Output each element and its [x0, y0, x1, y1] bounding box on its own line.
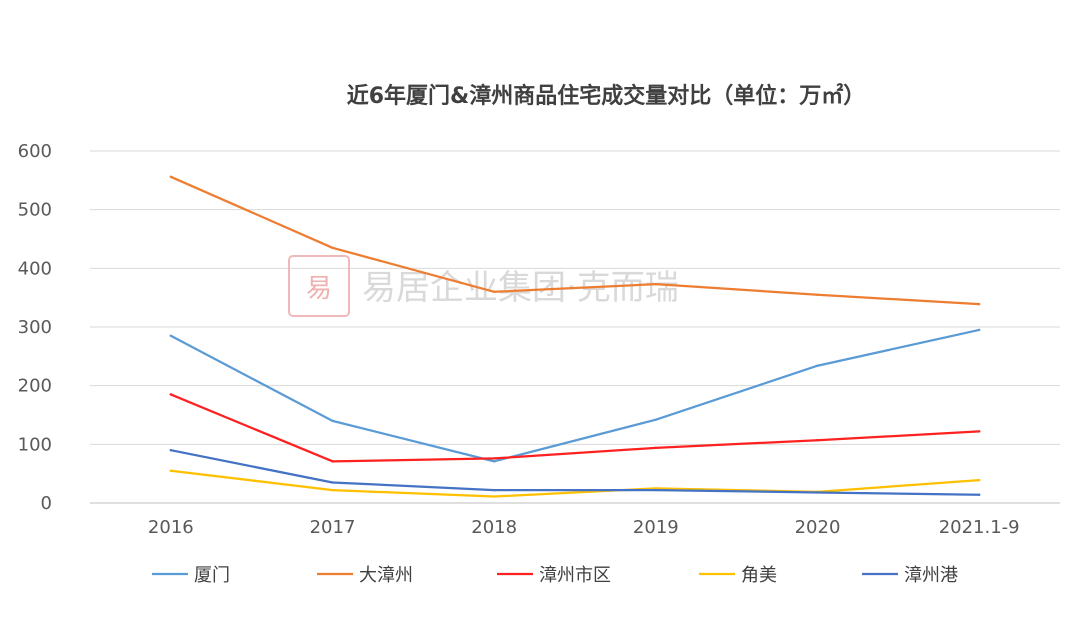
data-point: [331, 488, 334, 492]
data-point: [492, 460, 496, 463]
y-tick-label: 300: [18, 317, 52, 338]
series-line-0: [169, 328, 981, 463]
series-lines: [169, 175, 981, 498]
data-point: [977, 478, 981, 482]
x-tick-label: 2020: [795, 517, 841, 538]
series-line-4: [169, 449, 981, 496]
x-axis: 2016 2017 2018 2019 2020 2021.1-9: [148, 517, 1020, 538]
x-tick-label: 2018: [471, 517, 517, 538]
data-point: [977, 328, 981, 332]
data-point: [169, 334, 173, 337]
data-point: [331, 246, 334, 249]
y-tick-label: 100: [18, 434, 52, 455]
data-point: [169, 175, 173, 179]
data-point: [977, 430, 981, 433]
y-tick-label: 500: [18, 200, 52, 221]
y-axis: 0 100 200 300 400 500 600: [18, 141, 52, 514]
data-point: [169, 393, 173, 396]
series-line-3: [169, 469, 981, 498]
y-tick-label: 400: [18, 258, 52, 279]
data-point: [816, 364, 819, 367]
data-point: [169, 449, 173, 452]
x-tick-label: 2016: [148, 517, 194, 538]
series-line-2: [169, 393, 981, 463]
data-point: [331, 460, 334, 463]
watermark-seal-glyph: 易: [306, 274, 332, 304]
x-tick-label: 2019: [633, 517, 679, 538]
y-tick-label: 0: [41, 493, 52, 514]
legend: 厦门 大漳州 漳州市区 角美 漳州港: [152, 565, 958, 586]
data-point: [492, 495, 496, 498]
legend-label: 大漳州: [359, 565, 413, 586]
data-point: [654, 418, 658, 421]
watermark-text: 易居企业集团·克而瑞: [362, 268, 679, 308]
data-point: [654, 488, 658, 492]
data-point: [331, 419, 334, 423]
data-point: [331, 481, 334, 484]
data-point: [654, 446, 658, 450]
chart-title: 近6年厦门&漳州商品住宅成交量对比（单位：万㎡）: [347, 83, 866, 109]
gridlines: [90, 150, 1060, 504]
legend-label: 厦门: [194, 565, 230, 586]
data-point: [492, 290, 496, 293]
watermark: 易 易居企业集团·克而瑞: [288, 255, 679, 317]
data-point: [816, 293, 819, 296]
data-point: [816, 439, 819, 442]
data-point: [492, 457, 496, 460]
legend-label: 漳州市区: [539, 565, 611, 586]
y-tick-label: 200: [18, 376, 52, 397]
legend-label: 漳州港: [904, 565, 958, 586]
watermark-seal: [288, 255, 350, 317]
y-tick-label: 600: [18, 141, 52, 162]
data-point: [816, 491, 819, 494]
x-tick-label: 2021.1-9: [939, 517, 1020, 538]
series-line-1: [169, 175, 981, 306]
data-point: [654, 487, 658, 490]
legend-label: 角美: [741, 565, 777, 586]
data-point: [977, 493, 981, 496]
data-point: [977, 302, 981, 306]
x-tick-label: 2017: [310, 517, 356, 538]
data-point: [492, 488, 496, 492]
data-point: [169, 469, 173, 472]
data-point: [654, 282, 658, 286]
